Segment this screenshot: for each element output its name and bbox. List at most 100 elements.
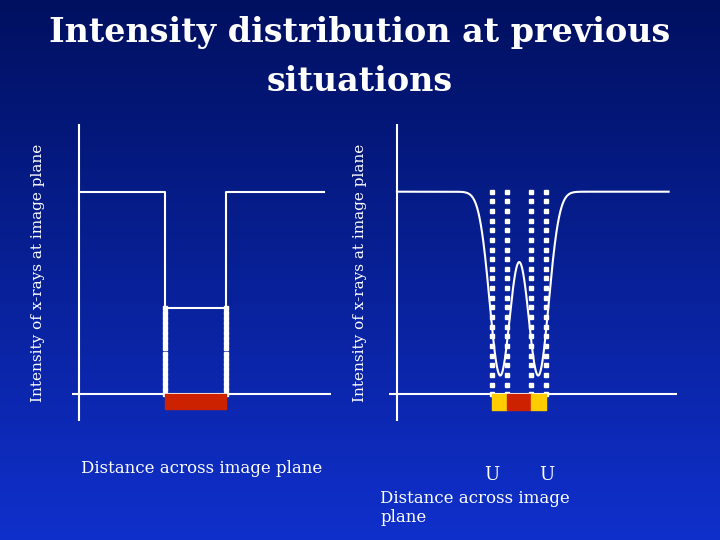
Text: Intensity of x-rays at image plane: Intensity of x-rays at image plane xyxy=(353,144,367,402)
Bar xyxy=(0,143,720,146)
Bar xyxy=(0,157,720,159)
Bar xyxy=(0,302,720,305)
Bar xyxy=(0,278,720,281)
Bar xyxy=(0,3,720,5)
Bar xyxy=(0,521,720,524)
Bar xyxy=(0,73,720,76)
Bar xyxy=(0,5,720,8)
Bar xyxy=(0,54,720,57)
Bar xyxy=(0,535,720,537)
Bar xyxy=(0,170,720,173)
Bar xyxy=(0,221,720,224)
Bar xyxy=(0,84,720,86)
Bar xyxy=(0,313,720,316)
Bar xyxy=(0,178,720,181)
Bar xyxy=(0,181,720,184)
Bar xyxy=(0,43,720,46)
Bar xyxy=(0,154,720,157)
Bar xyxy=(0,35,720,38)
Bar xyxy=(0,297,720,300)
Bar xyxy=(0,51,720,54)
Bar xyxy=(0,308,720,310)
Bar xyxy=(0,68,720,70)
Bar xyxy=(0,483,720,486)
Bar xyxy=(0,251,720,254)
Bar xyxy=(0,130,720,132)
Bar xyxy=(0,173,720,176)
Bar xyxy=(0,132,720,135)
Bar xyxy=(0,205,720,208)
Bar xyxy=(0,211,720,213)
Bar xyxy=(0,532,720,535)
Bar xyxy=(0,400,720,402)
Bar xyxy=(0,289,720,292)
Bar xyxy=(0,524,720,526)
Bar xyxy=(0,454,720,456)
Bar xyxy=(0,238,720,240)
Bar xyxy=(0,300,720,302)
Bar xyxy=(0,432,720,435)
Bar xyxy=(0,332,720,335)
Bar xyxy=(0,38,720,40)
Text: Distance across image plane: Distance across image plane xyxy=(81,460,323,477)
Bar xyxy=(0,30,720,32)
Bar xyxy=(0,262,720,265)
Bar xyxy=(0,213,720,216)
Bar xyxy=(0,197,720,200)
Bar xyxy=(0,200,720,202)
Bar xyxy=(0,167,720,170)
Bar xyxy=(0,346,720,348)
Bar xyxy=(0,467,720,470)
Text: situations: situations xyxy=(267,65,453,98)
Bar xyxy=(0,127,720,130)
Bar xyxy=(0,475,720,478)
Bar xyxy=(0,348,720,351)
Bar xyxy=(0,329,720,332)
Bar xyxy=(0,343,720,346)
Bar xyxy=(0,405,720,408)
Bar xyxy=(0,324,720,327)
Bar xyxy=(0,381,720,383)
Bar xyxy=(0,189,720,192)
Bar xyxy=(0,284,720,286)
Bar xyxy=(0,491,720,494)
Bar xyxy=(0,281,720,284)
Bar xyxy=(0,416,720,418)
Bar xyxy=(0,327,720,329)
Bar xyxy=(0,286,720,289)
Bar xyxy=(0,86,720,89)
Bar xyxy=(0,456,720,459)
Bar xyxy=(0,389,720,392)
Bar xyxy=(0,378,720,381)
Bar xyxy=(0,500,720,502)
Bar xyxy=(0,273,720,275)
Bar xyxy=(0,8,720,11)
Bar xyxy=(0,510,720,513)
Bar xyxy=(0,383,720,386)
Bar xyxy=(0,216,720,219)
Bar xyxy=(0,97,720,100)
Bar xyxy=(0,108,720,111)
Bar xyxy=(0,462,720,464)
Bar xyxy=(0,421,720,424)
Bar xyxy=(0,335,720,338)
Bar xyxy=(0,256,720,259)
Bar xyxy=(0,275,720,278)
Bar xyxy=(0,243,720,246)
Bar xyxy=(0,49,720,51)
Bar xyxy=(0,81,720,84)
Bar xyxy=(0,62,720,65)
Bar xyxy=(0,397,720,400)
Bar xyxy=(0,32,720,35)
Bar xyxy=(0,502,720,505)
Bar xyxy=(0,394,720,397)
Bar xyxy=(0,227,720,229)
Bar xyxy=(0,105,720,108)
Bar xyxy=(0,370,720,373)
Bar xyxy=(0,24,720,27)
Bar xyxy=(0,478,720,481)
Bar xyxy=(0,526,720,529)
Bar xyxy=(0,367,720,370)
Bar xyxy=(0,356,720,359)
Bar xyxy=(0,78,720,81)
